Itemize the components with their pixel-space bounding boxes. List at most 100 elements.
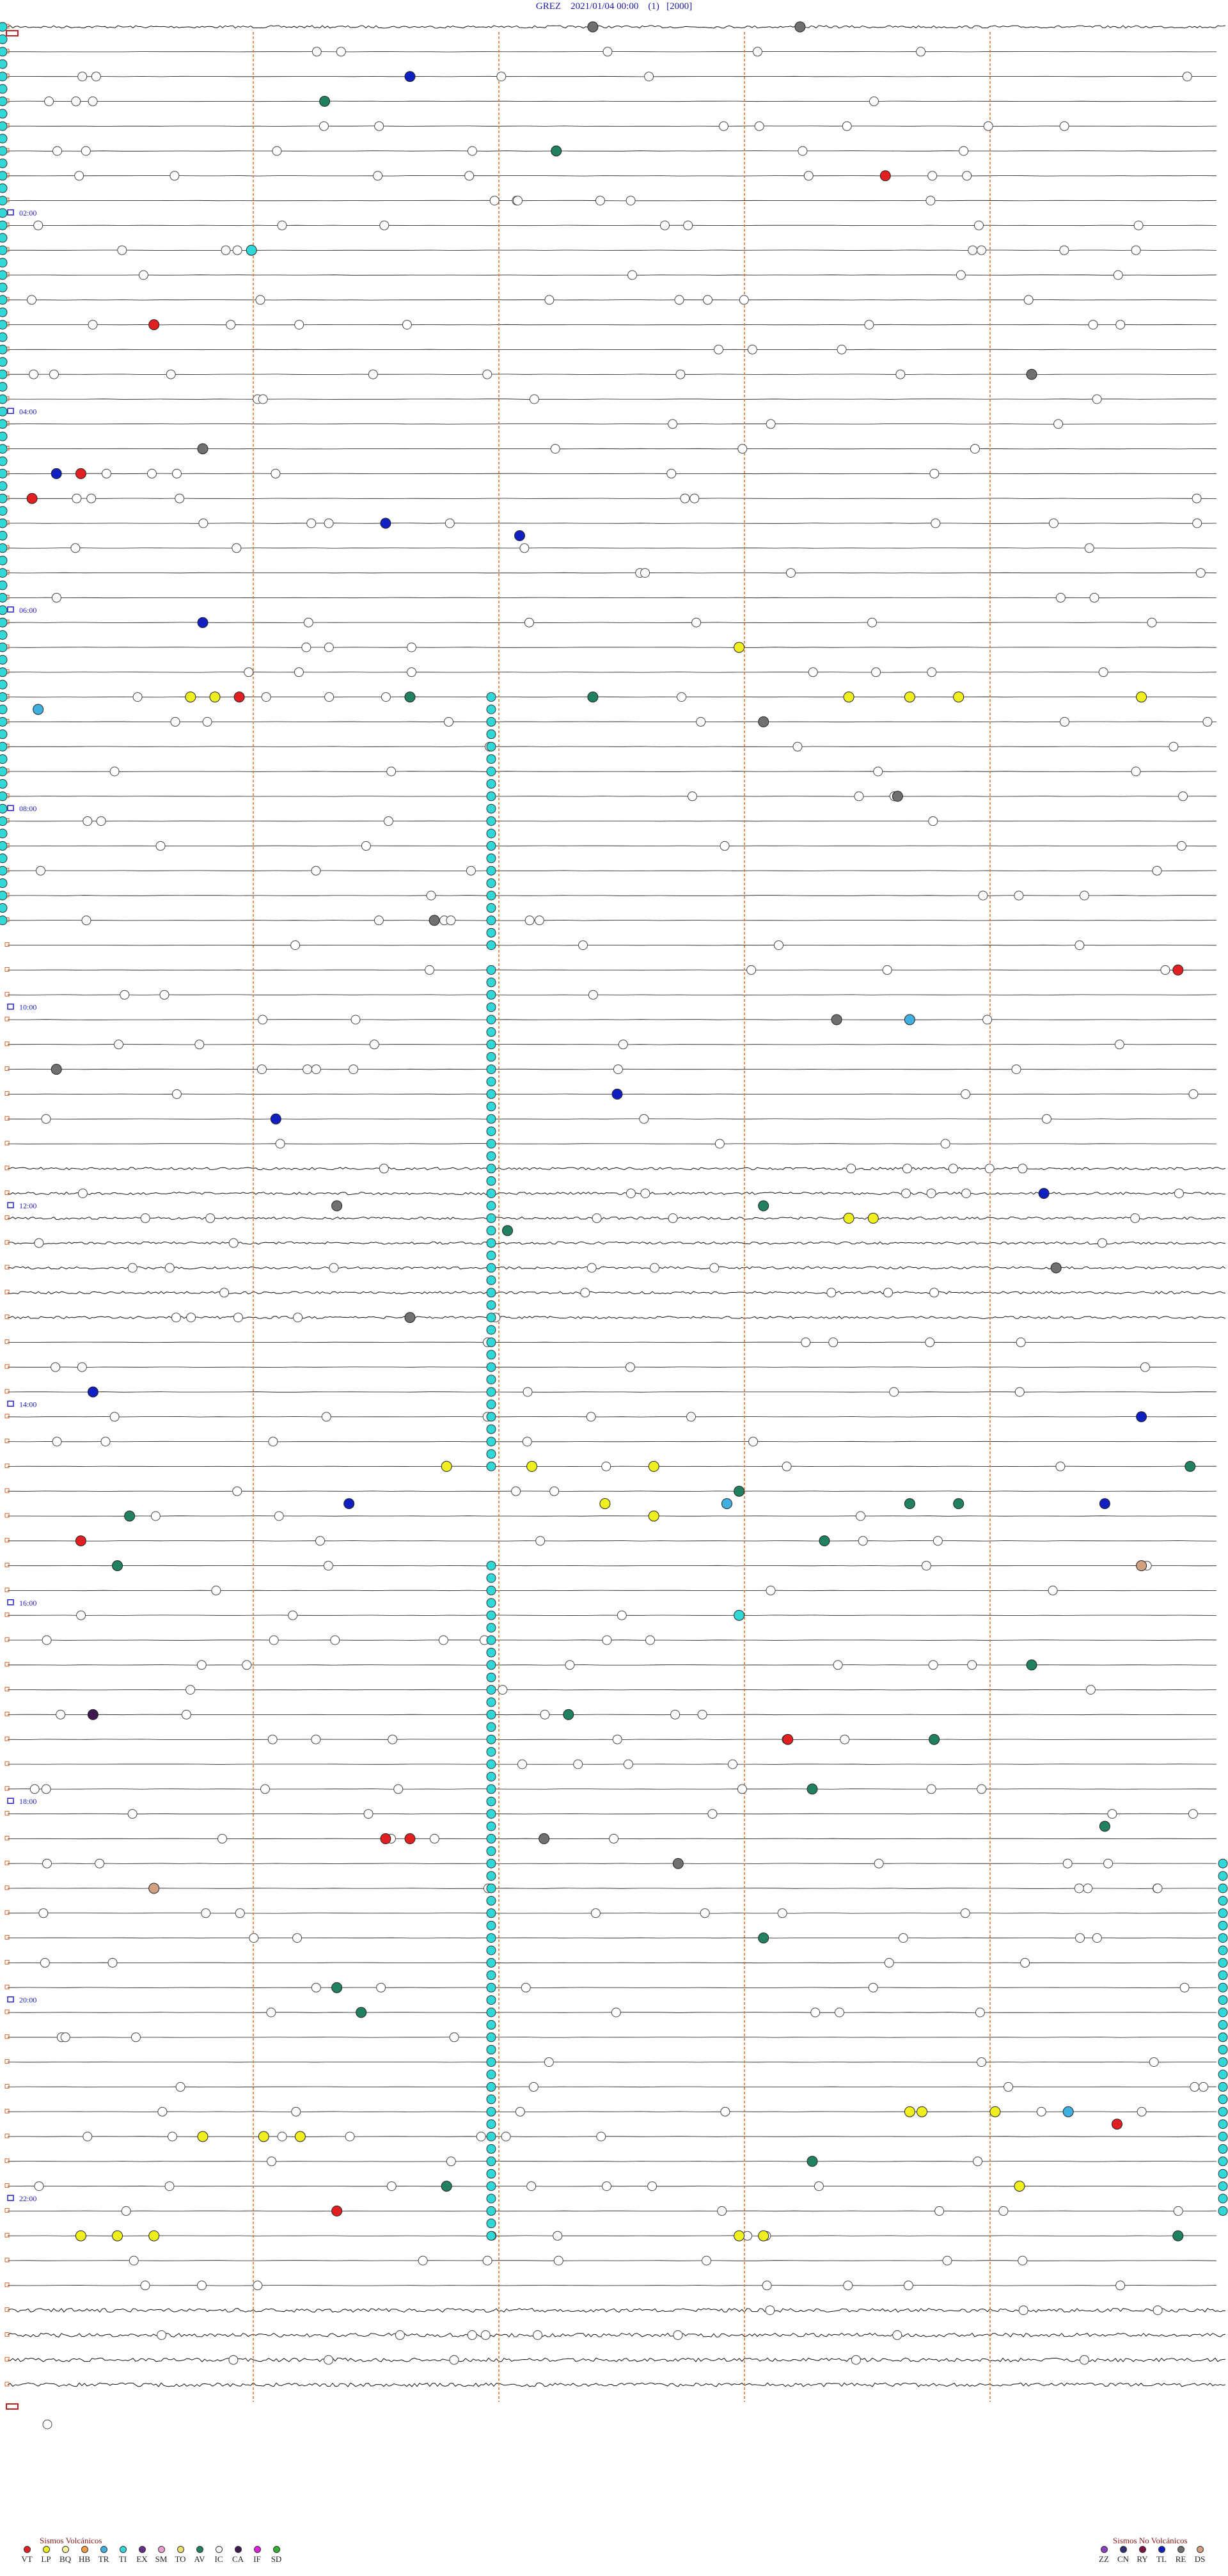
event-mark	[290, 940, 301, 951]
event-mark	[0, 853, 8, 864]
event-mark	[0, 369, 8, 379]
event-mark	[0, 605, 8, 615]
event-mark	[873, 766, 883, 777]
event-mark	[363, 1809, 374, 1819]
event-mark	[268, 1437, 278, 1447]
event-mark	[486, 2069, 496, 2080]
event-mark	[586, 1412, 596, 1422]
event-mark	[613, 1064, 623, 1075]
event-mark	[486, 1263, 496, 1273]
event-mark	[874, 1858, 884, 1869]
event-mark	[275, 1139, 285, 1149]
hour-marker	[7, 209, 14, 216]
event-mark	[172, 468, 182, 478]
legend-item-re: RE	[1172, 2546, 1190, 2564]
event-mark	[324, 518, 334, 528]
legend-label: CA	[232, 2554, 244, 2564]
legend-dot-icon	[42, 2546, 50, 2553]
event-mark	[670, 1709, 681, 1719]
event-mark	[129, 2256, 139, 2266]
event-mark	[1113, 270, 1123, 280]
event-mark	[609, 1833, 619, 1844]
legend-item-ca: CA	[229, 2546, 247, 2564]
legend-dot-icon	[81, 2546, 88, 2553]
event-mark	[599, 1498, 611, 1510]
event-mark	[1218, 2156, 1228, 2167]
event-mark	[540, 1709, 550, 1719]
event-mark	[232, 543, 242, 553]
event-mark	[904, 691, 915, 703]
event-mark	[486, 1920, 496, 1931]
event-mark	[486, 1350, 496, 1360]
event-mark	[977, 1784, 987, 1794]
event-mark	[648, 1510, 659, 1522]
event-mark	[1173, 2206, 1183, 2216]
event-mark	[486, 1672, 496, 1682]
event-mark	[486, 1164, 496, 1174]
event-mark	[1218, 2069, 1228, 2080]
event-mark	[271, 468, 281, 478]
event-mark	[1098, 667, 1108, 677]
event-mark	[1147, 617, 1157, 628]
event-mark	[486, 1288, 496, 1298]
event-mark	[486, 729, 496, 739]
event-mark	[702, 2256, 712, 2266]
legend-item-tl: TL	[1153, 2546, 1170, 2564]
event-mark	[0, 778, 8, 789]
event-mark	[1149, 2057, 1159, 2067]
event-mark	[883, 1288, 893, 1298]
event-mark	[486, 1858, 496, 1869]
event-mark	[486, 1995, 496, 2005]
event-mark	[565, 1660, 575, 1670]
event-mark	[522, 1437, 532, 1447]
event-mark	[879, 170, 891, 182]
event-mark	[501, 2131, 511, 2142]
trace-tick	[4, 1984, 10, 1989]
event-mark	[998, 2206, 1009, 2216]
event-mark	[186, 1313, 196, 1323]
event-mark	[233, 1313, 243, 1323]
legend-dot-icon	[119, 2546, 127, 2553]
event-mark	[868, 1982, 878, 1993]
event-mark	[486, 1313, 496, 1323]
chart-datetime: 2021/01/04 00:00	[571, 1, 639, 12]
event-mark	[217, 1833, 227, 1844]
event-mark	[1218, 2169, 1228, 2179]
trace-line	[8, 2037, 1217, 2038]
event-mark	[758, 1200, 769, 1212]
event-mark	[1218, 2206, 1228, 2216]
event-mark	[929, 1288, 940, 1298]
event-mark	[109, 766, 120, 777]
event-mark	[486, 1982, 496, 1993]
event-mark	[0, 22, 8, 32]
event-mark	[1192, 518, 1202, 528]
event-mark	[1114, 1039, 1124, 1050]
event-mark	[529, 394, 539, 404]
event-mark	[1218, 2019, 1228, 2030]
event-mark	[0, 431, 8, 441]
event-mark	[0, 109, 8, 119]
event-mark	[51, 592, 61, 603]
event-mark	[197, 443, 209, 455]
trace-tick	[4, 1315, 10, 1320]
event-mark	[720, 2106, 730, 2117]
trace-tick	[4, 2307, 10, 2312]
event-mark	[0, 642, 8, 652]
event-mark	[627, 270, 637, 280]
event-mark	[96, 816, 106, 826]
trace-line	[8, 1540, 1217, 1542]
event-mark	[1218, 2144, 1228, 2154]
event-mark	[249, 1933, 259, 1943]
legend-item-if: IF	[248, 2546, 266, 2564]
trace-line	[8, 324, 1217, 326]
event-mark	[486, 1585, 496, 1595]
trace-tick	[4, 1190, 10, 1196]
event-mark	[486, 1561, 496, 1571]
event-mark	[228, 1238, 239, 1248]
event-mark	[486, 890, 496, 901]
event-mark	[926, 1784, 936, 1794]
event-mark	[404, 1833, 416, 1844]
start-marker	[6, 30, 19, 36]
event-mark	[404, 71, 416, 83]
event-mark	[626, 196, 636, 206]
